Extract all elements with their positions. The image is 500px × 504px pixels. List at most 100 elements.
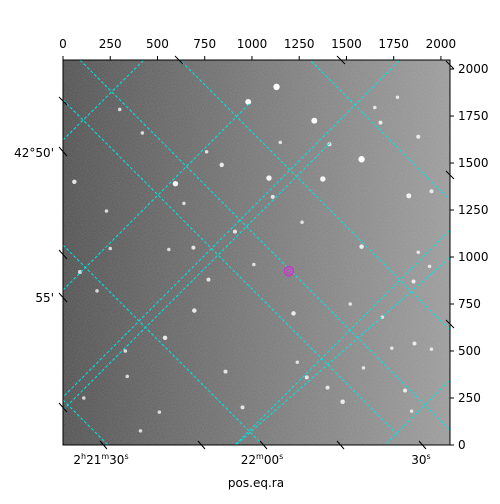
star [311, 117, 318, 124]
star [390, 346, 394, 350]
x-tick-label: 1000 [237, 37, 268, 51]
star [240, 405, 245, 410]
star [95, 289, 99, 293]
star [411, 279, 416, 284]
frame-tick [174, 55, 184, 65]
grid-line [63, 102, 251, 291]
star [232, 229, 237, 234]
dec-tick [58, 96, 68, 106]
y-tick-label: 2000 [458, 62, 489, 76]
x-tick-label: 1500 [331, 37, 362, 51]
target-marker-outer [283, 265, 295, 277]
star [359, 244, 364, 249]
y-tick-label: 1000 [458, 250, 489, 264]
star [192, 308, 197, 313]
dec-tick [58, 146, 68, 157]
x-axis-label: pos.eq.ra [228, 476, 284, 490]
frame-tick [445, 170, 455, 180]
star [123, 349, 128, 353]
star [295, 360, 300, 365]
star [108, 246, 113, 251]
star [304, 375, 309, 380]
x-tick-label: 1250 [284, 37, 315, 51]
x-tick-label: 1750 [378, 37, 409, 51]
grid-line [63, 399, 109, 445]
star [403, 388, 408, 393]
grid-line [234, 229, 450, 445]
star [245, 98, 252, 105]
grid-line [63, 99, 401, 438]
star [373, 105, 377, 110]
star [361, 366, 366, 370]
grid-line [79, 60, 450, 431]
x-tick-label: 2000 [426, 37, 457, 51]
star [278, 140, 283, 145]
grid-line [63, 60, 401, 398]
ra-tick [418, 440, 427, 450]
y-tick-label: 500 [458, 344, 481, 358]
frame-tick [445, 319, 455, 329]
grid-line [179, 60, 450, 331]
star [427, 264, 432, 269]
wcs-tick-marks [58, 55, 455, 450]
star [206, 277, 211, 282]
y-tick-label: 0 [458, 438, 466, 452]
star [138, 429, 143, 433]
star [266, 175, 272, 181]
star [378, 120, 383, 125]
y-tick-label: 1250 [458, 203, 489, 217]
ra-tick [197, 440, 206, 450]
star [182, 201, 186, 206]
star [191, 245, 196, 250]
dec-label-1: 42°50' [14, 146, 54, 160]
x-tick-label: 750 [193, 37, 216, 51]
star [300, 220, 304, 224]
ra-label-3: 30s [411, 452, 430, 467]
grid-line [63, 142, 331, 411]
ra-label-1: 2h21m30s [73, 452, 128, 467]
star [320, 176, 326, 182]
frame-tick [336, 55, 346, 65]
grid-line [384, 379, 450, 445]
star [406, 193, 412, 199]
star [172, 180, 179, 187]
star [72, 179, 77, 185]
y-tick-label: 750 [458, 297, 481, 311]
star [104, 209, 109, 213]
star [412, 341, 417, 346]
star [325, 385, 330, 390]
star [219, 162, 224, 168]
coordinate-grid [63, 60, 450, 445]
dec-label-2: 55' [35, 291, 54, 305]
stars-layer [72, 83, 434, 433]
ra-tick [336, 440, 345, 450]
grid-line [63, 60, 145, 141]
star [125, 374, 130, 379]
star [204, 149, 209, 154]
star [395, 95, 400, 99]
star [82, 396, 86, 400]
grid-line [234, 256, 450, 445]
dec-tick [58, 249, 68, 260]
star [429, 189, 434, 194]
target-marker-layer [283, 265, 295, 277]
ra-label-2: 22m00s [241, 452, 284, 467]
star [162, 335, 168, 341]
ra-tick [259, 440, 268, 450]
star [273, 83, 280, 91]
ra-tick [99, 440, 108, 450]
star [270, 194, 275, 199]
star [340, 399, 345, 405]
star [416, 250, 421, 255]
sky-noise [63, 60, 450, 445]
x-tick-label: 250 [99, 37, 122, 51]
star [291, 311, 296, 316]
x-tick-label: 500 [146, 37, 169, 51]
star [252, 262, 256, 267]
star [78, 270, 83, 275]
sky-image [63, 60, 450, 445]
y-tick-label: 250 [458, 391, 481, 405]
star [416, 134, 421, 139]
